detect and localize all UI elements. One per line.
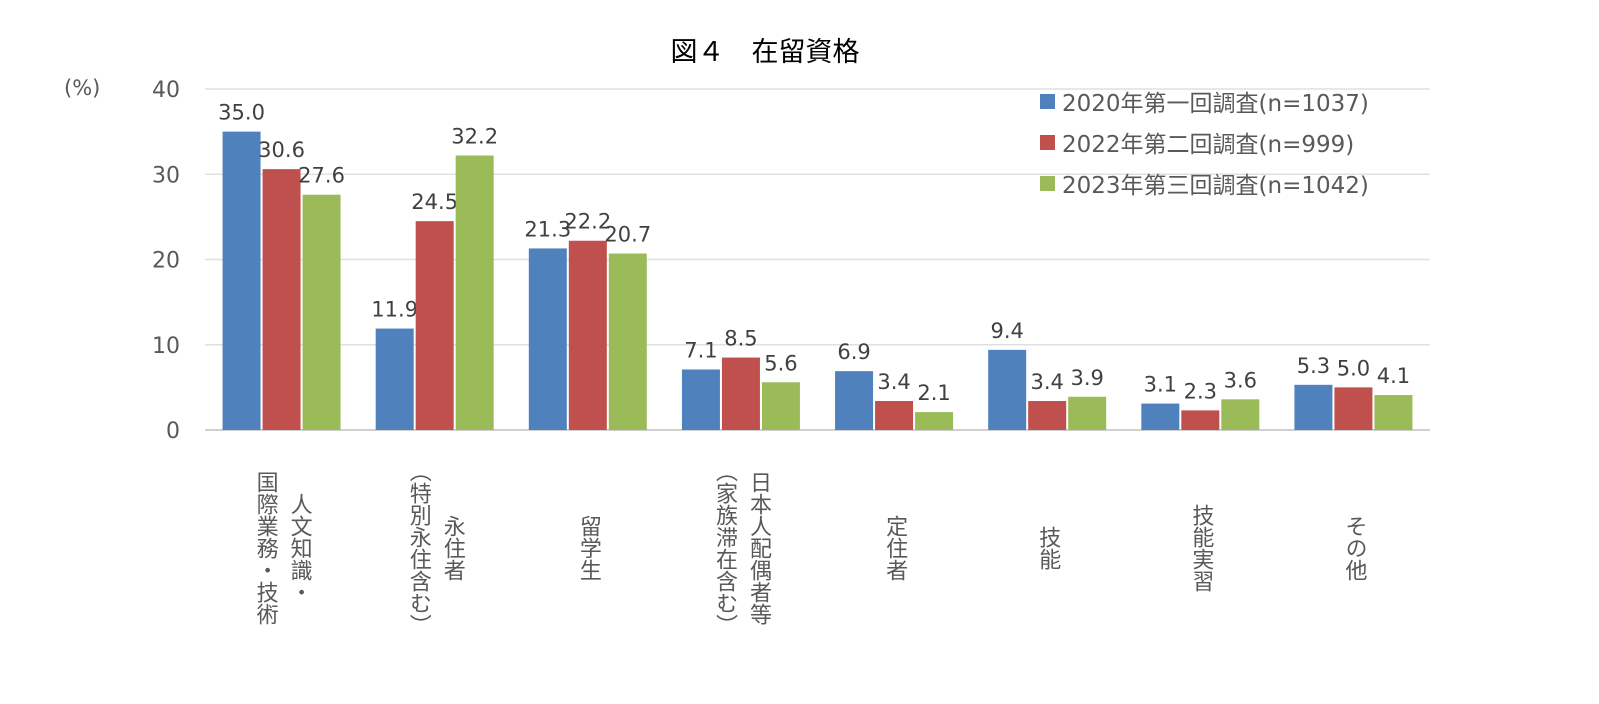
x-category-label: 日本人配偶者等 （家族滞在含む） <box>681 448 801 648</box>
bar <box>681 369 720 430</box>
data-label: 9.4 <box>990 319 1023 343</box>
legend-swatch <box>1040 134 1055 150</box>
bar <box>375 328 414 430</box>
x-category-label: 永住者 （特別永住含む） <box>375 448 495 648</box>
bar <box>988 349 1027 430</box>
bar <box>875 401 914 430</box>
x-category-label: 技能 <box>987 448 1107 648</box>
x-category-label-line: （家族滞在含む） <box>711 460 737 636</box>
x-category-label-line: 国際業務・技術 <box>252 471 278 625</box>
data-label: 30.6 <box>258 138 305 162</box>
bar <box>761 382 800 430</box>
bar <box>1294 384 1333 430</box>
bar <box>415 221 454 430</box>
legend-swatch <box>1040 93 1055 109</box>
legend-label: 2022年第二回調査(n=999) <box>1062 132 1355 158</box>
bar <box>1028 401 1067 430</box>
x-category-label: 人文知識・ 国際業務・技術 <box>222 448 342 648</box>
bar <box>1334 387 1373 430</box>
bar <box>721 357 760 430</box>
x-category-label-line: その他 <box>1341 515 1367 581</box>
y-tick-label: 0 <box>166 419 180 444</box>
data-label: 20.7 <box>604 223 651 247</box>
data-label: 4.1 <box>1377 364 1410 388</box>
x-category-label-line: 日本人配偶者等 <box>745 471 771 625</box>
bar <box>528 248 567 430</box>
chart-title: 図４ 在留資格 <box>670 37 860 68</box>
data-label: 5.3 <box>1297 354 1330 378</box>
y-tick-label: 20 <box>152 249 180 274</box>
x-category-label-line: 人文知識・ <box>286 493 312 603</box>
bar <box>1181 410 1220 430</box>
y-tick-label: 30 <box>152 163 180 188</box>
data-label: 5.6 <box>764 351 797 375</box>
y-tick-label: 10 <box>152 334 180 359</box>
bar <box>1374 395 1413 430</box>
bar <box>1141 403 1180 430</box>
data-label: 22.2 <box>564 210 611 234</box>
bar <box>1068 396 1107 430</box>
x-category-label-line: （特別永住含む） <box>405 460 431 636</box>
legend-label: 2023年第三回調査(n=1042) <box>1062 173 1369 199</box>
x-category-label: 留学生 <box>528 448 648 648</box>
data-label: 3.4 <box>877 370 910 394</box>
data-label: 7.1 <box>684 338 717 362</box>
data-label: 8.5 <box>724 327 757 351</box>
legend-swatch <box>1040 175 1055 191</box>
bar <box>1221 399 1260 430</box>
data-label: 3.1 <box>1144 373 1177 397</box>
data-label: 2.1 <box>917 381 950 405</box>
y-tick-label: 40 <box>152 78 180 103</box>
x-category-label-line: 定住者 <box>882 515 908 581</box>
y-axis-unit: (%) <box>64 76 101 100</box>
bar <box>608 253 647 430</box>
data-label: 3.4 <box>1030 370 1063 394</box>
data-label: 27.6 <box>298 164 345 188</box>
bar <box>568 240 607 430</box>
data-label: 32.2 <box>451 124 498 148</box>
bar <box>835 371 874 430</box>
bar <box>262 169 301 430</box>
data-label: 24.5 <box>411 190 458 214</box>
x-category-label-line: 技能 <box>1035 526 1061 570</box>
data-label: 5.0 <box>1337 356 1370 380</box>
data-label: 3.6 <box>1224 368 1257 392</box>
bar <box>222 131 261 430</box>
data-label: 3.9 <box>1070 366 1103 390</box>
data-label: 35.0 <box>218 101 265 125</box>
data-label: 2.3 <box>1184 379 1217 403</box>
x-category-label-line: 留学生 <box>575 515 601 581</box>
x-category-label: その他 <box>1293 448 1413 648</box>
x-category-label: 定住者 <box>834 448 954 648</box>
x-category-label-line: 技能実習 <box>1188 504 1214 592</box>
bar <box>302 194 341 430</box>
legend-item: 2022年第二回調査(n=999) <box>1040 125 1354 159</box>
bar <box>915 412 954 430</box>
data-label: 6.9 <box>837 340 870 364</box>
legend-item: 2023年第三回調査(n=1042) <box>1040 166 1369 200</box>
data-label: 11.9 <box>371 298 418 322</box>
legend-label: 2020年第一回調査(n=1037) <box>1062 91 1369 117</box>
x-category-label: 技能実習 <box>1140 448 1260 648</box>
legend-item: 2020年第一回調査(n=1037) <box>1040 84 1369 118</box>
bar <box>455 155 494 430</box>
data-label: 21.3 <box>524 217 571 241</box>
x-category-label-line: 永住者 <box>439 515 465 581</box>
